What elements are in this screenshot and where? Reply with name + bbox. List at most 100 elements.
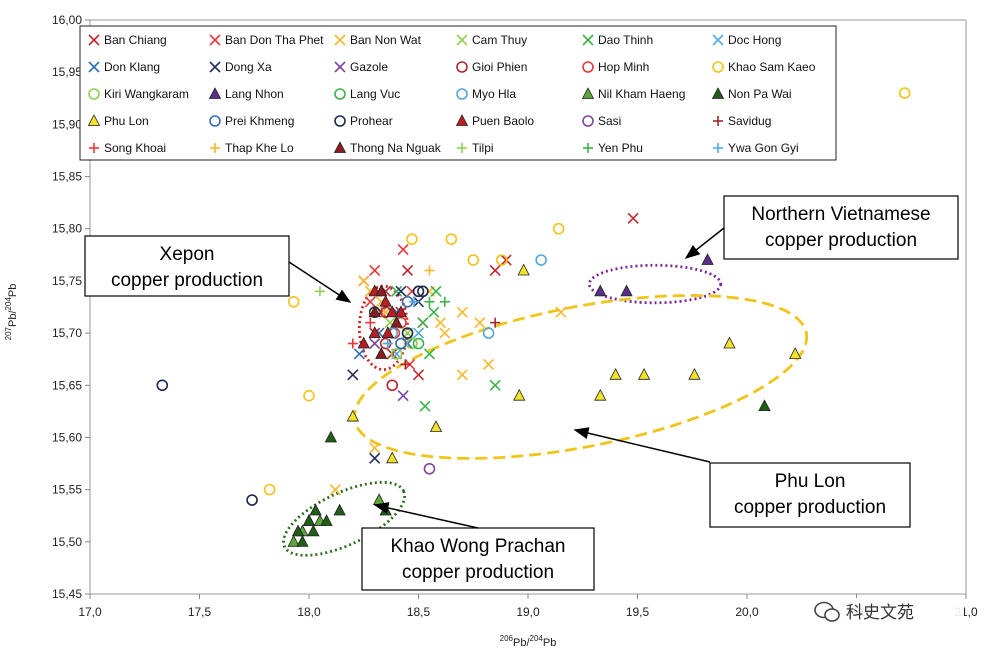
y-tick-label: 15,80 — [52, 222, 82, 236]
legend-item: Gioi Phien — [456, 60, 527, 74]
legend: Ban Chiang Ban Don Tha Phet Ban Non Wat Cam… — [79, 25, 837, 161]
data-point — [379, 294, 392, 307]
legend-marker — [89, 143, 99, 153]
legend-item: Khao Sam Kaeo — [712, 60, 816, 74]
data-point — [456, 369, 468, 381]
series-yen-phu — [424, 296, 450, 307]
x-axis-title: 206Pb/204Pb — [500, 634, 557, 649]
legend-item: Kiri Wangkaram — [88, 87, 189, 101]
legend-marker — [456, 61, 468, 73]
series-phu-lon — [346, 263, 802, 464]
legend-item: Lang Nhon — [208, 87, 284, 101]
data-point — [397, 244, 409, 256]
data-point — [390, 315, 403, 328]
annotation-text: Phu Lon — [775, 471, 846, 492]
x-tick-label: 18,0 — [297, 605, 321, 619]
data-point — [552, 222, 565, 235]
data-point — [609, 367, 622, 380]
legend-label: Ban Chiang — [104, 33, 167, 47]
data-point — [620, 284, 633, 297]
data-point — [320, 514, 333, 526]
legend-item: Lang Vuc — [334, 87, 400, 101]
legend-item: Song Khoai — [89, 141, 166, 155]
ellipse-3 — [282, 480, 406, 557]
data-point — [424, 296, 435, 307]
legend-marker — [456, 88, 468, 100]
x-axis-title-sup2: 204 — [530, 634, 544, 643]
data-point — [314, 286, 325, 297]
data-point — [401, 327, 414, 339]
legend-label: Lang Nhon — [225, 87, 284, 101]
data-point — [489, 264, 501, 277]
legend-marker — [582, 115, 594, 127]
legend-label: Cam Thuy — [472, 33, 527, 47]
legend-marker — [88, 88, 100, 100]
data-point — [495, 254, 508, 266]
watermark-text: 科史文苑 — [846, 603, 914, 622]
data-point — [291, 524, 305, 537]
data-point — [439, 296, 450, 307]
legend-item: Don Klang — [88, 60, 160, 74]
y-tick-label: 15,85 — [52, 170, 82, 184]
data-point — [406, 233, 418, 245]
legend-item: Nil Kham Haeng — [581, 87, 685, 101]
x-tick-label: 19,5 — [626, 605, 650, 619]
legend-marker — [713, 116, 723, 126]
annotation-text: copper production — [402, 562, 554, 583]
series-khao-sam-kaeo — [263, 87, 911, 496]
data-point — [482, 327, 495, 339]
data-point — [409, 296, 420, 307]
legend-marker — [210, 143, 220, 153]
data-point — [412, 327, 425, 339]
legend-marker — [581, 87, 595, 99]
annotation-kwp: Khao Wong Prachan copper production — [361, 502, 595, 591]
data-point — [395, 337, 407, 350]
data-point — [400, 359, 411, 370]
legend-marker — [455, 114, 469, 126]
wechat-icon — [814, 601, 840, 622]
annotation-arrow — [573, 427, 711, 463]
y-axis-title-sup1: 207 — [4, 326, 13, 340]
legend-label: Kiri Wangkaram — [104, 87, 189, 101]
data-point — [302, 514, 316, 526]
legend-item: Non Pa Wai — [711, 87, 792, 101]
data-point — [394, 305, 408, 318]
data-point — [701, 253, 714, 265]
legend-marker — [713, 143, 723, 153]
y-tick-label: 15,55 — [52, 483, 82, 497]
data-point — [347, 338, 358, 349]
data-point — [490, 317, 501, 328]
data-point — [386, 451, 399, 464]
data-point — [723, 336, 736, 349]
legend-marker — [209, 34, 221, 46]
legend-marker — [582, 34, 594, 46]
data-point — [594, 388, 607, 401]
data-point — [287, 534, 300, 547]
data-point — [467, 254, 480, 266]
annotation-box — [723, 195, 959, 260]
data-point — [555, 306, 567, 318]
series-kiri-wangkaram — [390, 337, 418, 360]
legend-label: Puen Baolo — [472, 114, 534, 128]
data-point — [368, 326, 381, 338]
legend-item: Doc Hong — [712, 33, 781, 47]
data-point — [263, 483, 276, 496]
y-axis-title-main1: Pb/ — [7, 310, 19, 327]
series-dao-thinh — [391, 285, 501, 412]
data-point — [324, 430, 338, 443]
series-ywa-gon-gyi — [382, 296, 420, 349]
series-puen-baolo — [357, 284, 408, 349]
y-tick-label: 16,00 — [52, 13, 82, 27]
legend-marker — [583, 143, 593, 153]
annotation-xepon: Xepon copper production — [84, 235, 352, 303]
svg-text:207Pb/204Pb: 207Pb/204Pb — [4, 284, 19, 341]
legend-marker — [456, 34, 468, 46]
legend-marker — [87, 114, 101, 126]
series-savidug — [400, 317, 501, 370]
legend-label: Phu Lon — [104, 114, 149, 128]
annotation-text: copper production — [734, 497, 886, 518]
data-point — [357, 336, 370, 349]
data-point — [401, 264, 414, 277]
